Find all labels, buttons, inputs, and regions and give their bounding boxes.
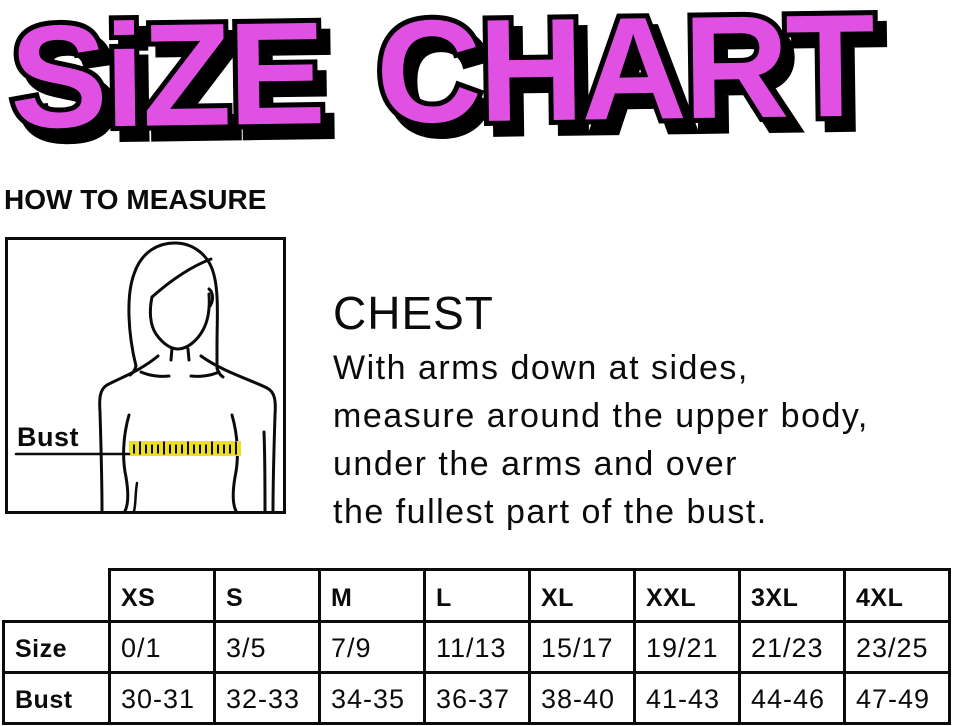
- bust-value: 30-31: [108, 671, 216, 725]
- chest-heading: CHEST: [333, 287, 494, 339]
- size-value: 3/5: [213, 620, 321, 674]
- bust-row-label: Bust: [2, 671, 111, 725]
- size-header-3xl: 3XL: [738, 568, 846, 623]
- chest-instruction-line: With arms down at sides,: [333, 349, 749, 387]
- size-header-xl: XL: [528, 568, 636, 623]
- size-table-corner-cell: [4, 570, 110, 622]
- size-header-4xl: 4XL: [843, 568, 951, 623]
- how-to-measure-heading: HOW TO MEASURE: [4, 184, 267, 215]
- chest-instructions: CHEST With arms down at sides, measure a…: [333, 288, 953, 536]
- bust-value: 32-33: [213, 671, 321, 725]
- bust-row: Bust 30-31 32-33 34-35 36-37 38-40 41-43…: [2, 671, 951, 725]
- bust-value: 41-43: [633, 671, 741, 725]
- size-header-xs: XS: [108, 568, 216, 623]
- size-row-label: Size: [2, 620, 111, 674]
- chest-instruction-line: under the arms and over: [333, 445, 738, 483]
- size-header-s: S: [213, 568, 321, 623]
- chest-instruction-line: measure around the upper body,: [333, 397, 869, 435]
- size-header-l: L: [423, 568, 531, 623]
- measurement-figure-box: Bust: [5, 237, 286, 514]
- size-value: 21/23: [738, 620, 846, 674]
- page-title: SiZE CHART SiZE CHART SiZE CHART: [4, 0, 951, 174]
- size-value: 15/17: [528, 620, 636, 674]
- size-header-m: M: [318, 568, 426, 623]
- size-row: Size 0/1 3/5 7/9 11/13 15/17 19/21 21/23…: [2, 620, 951, 674]
- bust-value: 38-40: [528, 671, 636, 725]
- size-table: XS S M L XL XXL 3XL 4XL Size 0/1 3/5 7/9…: [2, 568, 951, 725]
- size-header-xxl: XXL: [633, 568, 741, 623]
- body-figure-illustration: [14, 241, 277, 511]
- chest-instruction-line: the fullest part of the bust.: [333, 493, 768, 531]
- bust-value: 36-37: [423, 671, 531, 725]
- size-value: 19/21: [633, 620, 741, 674]
- size-value: 11/13: [423, 620, 531, 674]
- size-table-header-row: XS S M L XL XXL 3XL 4XL: [4, 568, 951, 623]
- bust-label: Bust: [17, 422, 79, 452]
- bust-value: 34-35: [318, 671, 426, 725]
- page-title-text: SiZE CHART: [8, 0, 874, 159]
- size-value: 23/25: [843, 620, 951, 674]
- size-value: 7/9: [318, 620, 426, 674]
- size-value: 0/1: [108, 620, 216, 674]
- bust-value: 44-46: [738, 671, 846, 725]
- bust-value: 47-49: [843, 671, 951, 725]
